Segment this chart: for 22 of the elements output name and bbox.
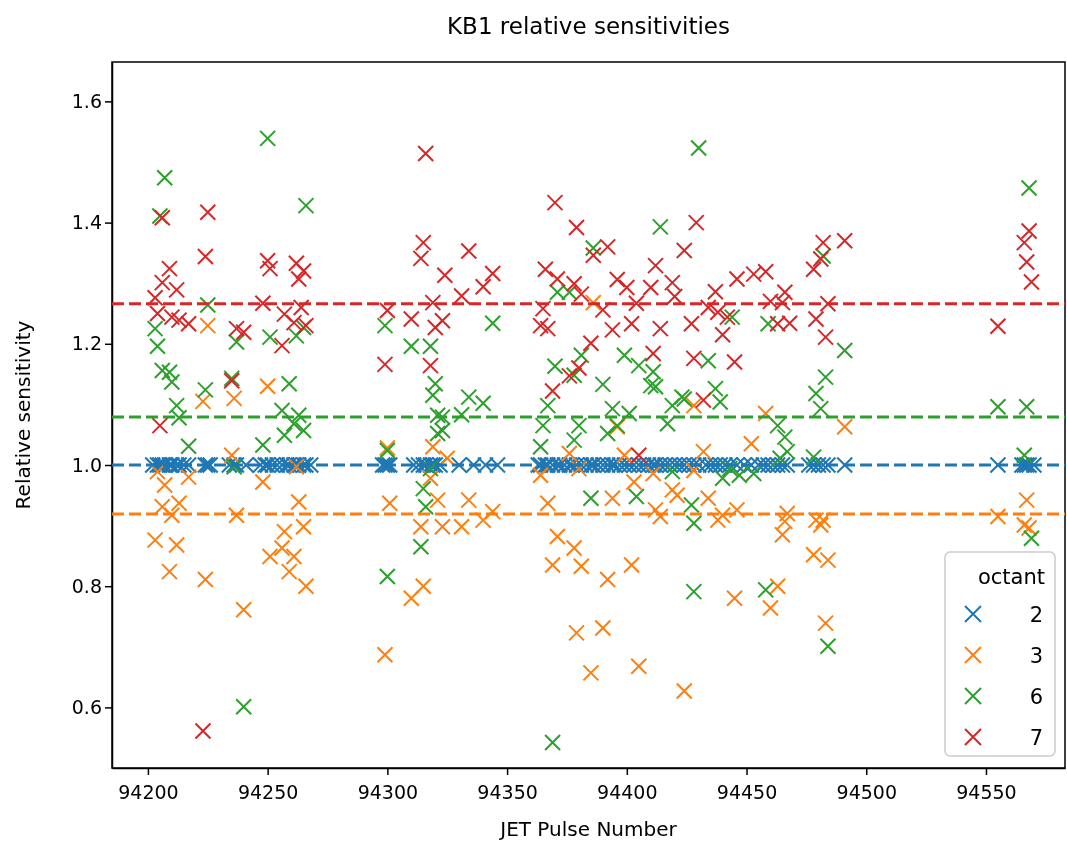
y-tick-label: 1.4 xyxy=(71,211,102,234)
y-axis-title: Relative sensitivity xyxy=(11,320,35,510)
x-axis-title: JET Pulse Number xyxy=(498,817,678,841)
legend-label: 6 xyxy=(1029,685,1043,709)
legend-title: octant xyxy=(977,565,1045,589)
legend-label: 7 xyxy=(1029,726,1043,750)
y-tick-label: 0.6 xyxy=(71,695,102,718)
y-tick-label: 1.2 xyxy=(71,332,102,355)
y-tick-label: 1.0 xyxy=(71,453,102,476)
legend-label: 3 xyxy=(1029,644,1043,668)
x-tick-label: 94550 xyxy=(956,780,1017,803)
x-tick-label: 94300 xyxy=(357,780,419,803)
x-tick-label: 94500 xyxy=(836,780,897,803)
x-tick-label: 94400 xyxy=(597,780,658,803)
y-tick-label: 1.6 xyxy=(71,89,102,112)
x-tick-label: 94250 xyxy=(237,780,299,803)
x-tick-label: 94450 xyxy=(716,780,778,803)
y-tick-label: 0.8 xyxy=(71,574,102,597)
legend-label: 2 xyxy=(1029,603,1043,627)
chart-title: KB1 relative sensitivities xyxy=(447,13,730,39)
x-tick-label: 94200 xyxy=(118,780,179,803)
x-tick-label: 94350 xyxy=(477,780,538,803)
